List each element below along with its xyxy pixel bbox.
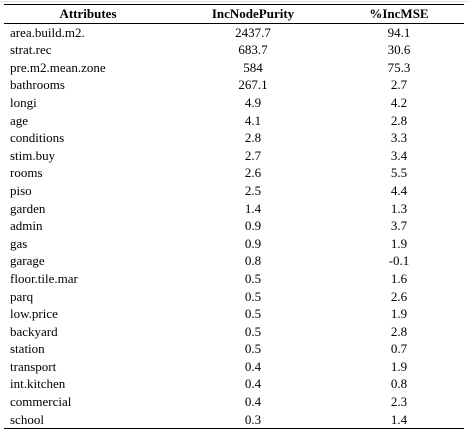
incmse-cell: 0.8 [390, 376, 408, 392]
incmse-cell: 5.5 [390, 165, 408, 181]
attribute-name-cell: garage [10, 253, 45, 269]
attribute-name-cell: piso [10, 182, 32, 198]
incmse-cell: 2.8 [390, 112, 408, 128]
incmse-cell: 0.7 [390, 341, 408, 357]
header-incmse: %IncMSE [369, 6, 429, 21]
incmse-cell: 2.3 [390, 394, 408, 410]
attribute-name-cell: transport [10, 358, 57, 374]
incnodepurity-cell: 0.5 [244, 306, 262, 322]
incmse-cell: 3.7 [390, 218, 408, 234]
table-row: school 0.3 1.4 [4, 411, 464, 429]
incnodepurity-cell: 2.5 [244, 182, 262, 198]
incnodepurity-cell: 0.9 [244, 235, 262, 251]
table-row: strat.rec 683.7 30.6 [4, 41, 464, 59]
attribute-name-cell: floor.tile.mar [10, 270, 78, 286]
incnodepurity-cell: 0.5 [244, 341, 262, 357]
attribute-name-cell: stim.buy [10, 147, 56, 163]
incmse-cell: 1.9 [390, 306, 408, 322]
incmse-cell: 2.8 [390, 323, 408, 339]
incmse-cell: 1.4 [390, 411, 408, 427]
attribute-name-cell: school [10, 411, 44, 427]
incnodepurity-cell: 0.5 [244, 323, 262, 339]
incnodepurity-cell: 0.8 [244, 253, 262, 269]
table-row: transport 0.4 1.9 [4, 358, 464, 376]
table-row: age 4.1 2.8 [4, 112, 464, 130]
incmse-cell: -0.1 [388, 253, 410, 269]
table-row: admin 0.9 3.7 [4, 217, 464, 235]
attribute-importance-table: Attributes IncNodePurity %IncMSE area.bu… [4, 4, 464, 429]
clipped-caption-edge [0, 0, 469, 2]
table-row: conditions 2.8 3.3 [4, 129, 464, 147]
attribute-name-cell: area.build.m2. [10, 24, 85, 40]
table-row: backyard 0.5 2.8 [4, 323, 464, 341]
table-row: commercial 0.4 2.3 [4, 393, 464, 411]
table-row: area.build.m2. 2437.7 94.1 [4, 23, 464, 41]
table-row: longi 4.9 4.2 [4, 94, 464, 112]
attribute-name-cell: conditions [10, 130, 65, 146]
table-row: int.kitchen 0.4 0.8 [4, 375, 464, 393]
table-row: pre.m2.mean.zone 584 75.3 [4, 59, 464, 77]
incnodepurity-cell: 267.1 [238, 77, 268, 93]
attribute-name-cell: bathrooms [10, 77, 65, 93]
table-body: area.build.m2. 2437.7 94.1 strat.rec 683.7 30… [4, 23, 464, 429]
attribute-name-cell: age [10, 112, 29, 128]
header-attributes: Attributes [59, 6, 117, 21]
attribute-name-cell: pre.m2.mean.zone [10, 59, 106, 75]
incmse-cell: 4.4 [390, 182, 408, 198]
table-row: rooms 2.6 5.5 [4, 164, 464, 182]
table-row: low.price 0.5 1.9 [4, 305, 464, 323]
table-row: station 0.5 0.7 [4, 340, 464, 358]
incnodepurity-cell: 0.9 [244, 218, 262, 234]
incmse-cell: 1.9 [390, 235, 408, 251]
incmse-cell: 4.2 [390, 94, 408, 110]
table-header-row: Attributes IncNodePurity %IncMSE [4, 4, 464, 24]
incmse-cell: 3.4 [390, 147, 408, 163]
table-row: piso 2.5 4.4 [4, 182, 464, 200]
attribute-name-cell: int.kitchen [10, 376, 66, 392]
incmse-cell: 1.6 [390, 270, 408, 286]
incnodepurity-cell: 0.4 [244, 376, 262, 392]
incnodepurity-cell: 2437.7 [235, 24, 271, 40]
attribute-name-cell: rooms [10, 165, 43, 181]
attribute-name-cell: low.price [10, 306, 58, 322]
header-incnodepurity: IncNodePurity [211, 6, 295, 21]
incnodepurity-cell: 0.5 [244, 288, 262, 304]
incmse-cell: 75.3 [387, 59, 411, 75]
attribute-name-cell: parq [10, 288, 34, 304]
incmse-cell: 94.1 [387, 24, 411, 40]
table-row: gas 0.9 1.9 [4, 235, 464, 253]
incnodepurity-cell: 2.8 [244, 130, 262, 146]
incnodepurity-cell: 4.9 [244, 94, 262, 110]
incnodepurity-cell: 1.4 [244, 200, 262, 216]
table-row: parq 0.5 2.6 [4, 288, 464, 306]
incnodepurity-cell: 4.1 [244, 112, 262, 128]
table-row: garden 1.4 1.3 [4, 200, 464, 218]
attribute-name-cell: gas [10, 235, 28, 251]
incnodepurity-cell: 0.4 [244, 394, 262, 410]
attribute-name-cell: garden [10, 200, 46, 216]
incnodepurity-cell: 683.7 [238, 42, 268, 58]
attribute-name-cell: station [10, 341, 45, 357]
incnodepurity-cell: 2.6 [244, 165, 262, 181]
table-row: bathrooms 267.1 2.7 [4, 76, 464, 94]
incnodepurity-cell: 0.4 [244, 358, 262, 374]
attribute-name-cell: longi [10, 94, 37, 110]
incmse-cell: 3.3 [390, 130, 408, 146]
incmse-cell: 1.9 [390, 358, 408, 374]
incmse-cell: 1.3 [390, 200, 408, 216]
attribute-name-cell: backyard [10, 323, 58, 339]
incmse-cell: 2.6 [390, 288, 408, 304]
incnodepurity-cell: 2.7 [244, 147, 262, 163]
incmse-cell: 30.6 [387, 42, 411, 58]
table-row: floor.tile.mar 0.5 1.6 [4, 270, 464, 288]
incnodepurity-cell: 584 [243, 59, 263, 75]
incmse-cell: 2.7 [390, 77, 408, 93]
incnodepurity-cell: 0.5 [244, 270, 262, 286]
table-row: garage 0.8 -0.1 [4, 252, 464, 270]
incnodepurity-cell: 0.3 [244, 411, 262, 427]
table-row: stim.buy 2.7 3.4 [4, 147, 464, 165]
attribute-name-cell: admin [10, 218, 43, 234]
attribute-name-cell: commercial [10, 394, 72, 410]
attribute-name-cell: strat.rec [10, 42, 52, 58]
